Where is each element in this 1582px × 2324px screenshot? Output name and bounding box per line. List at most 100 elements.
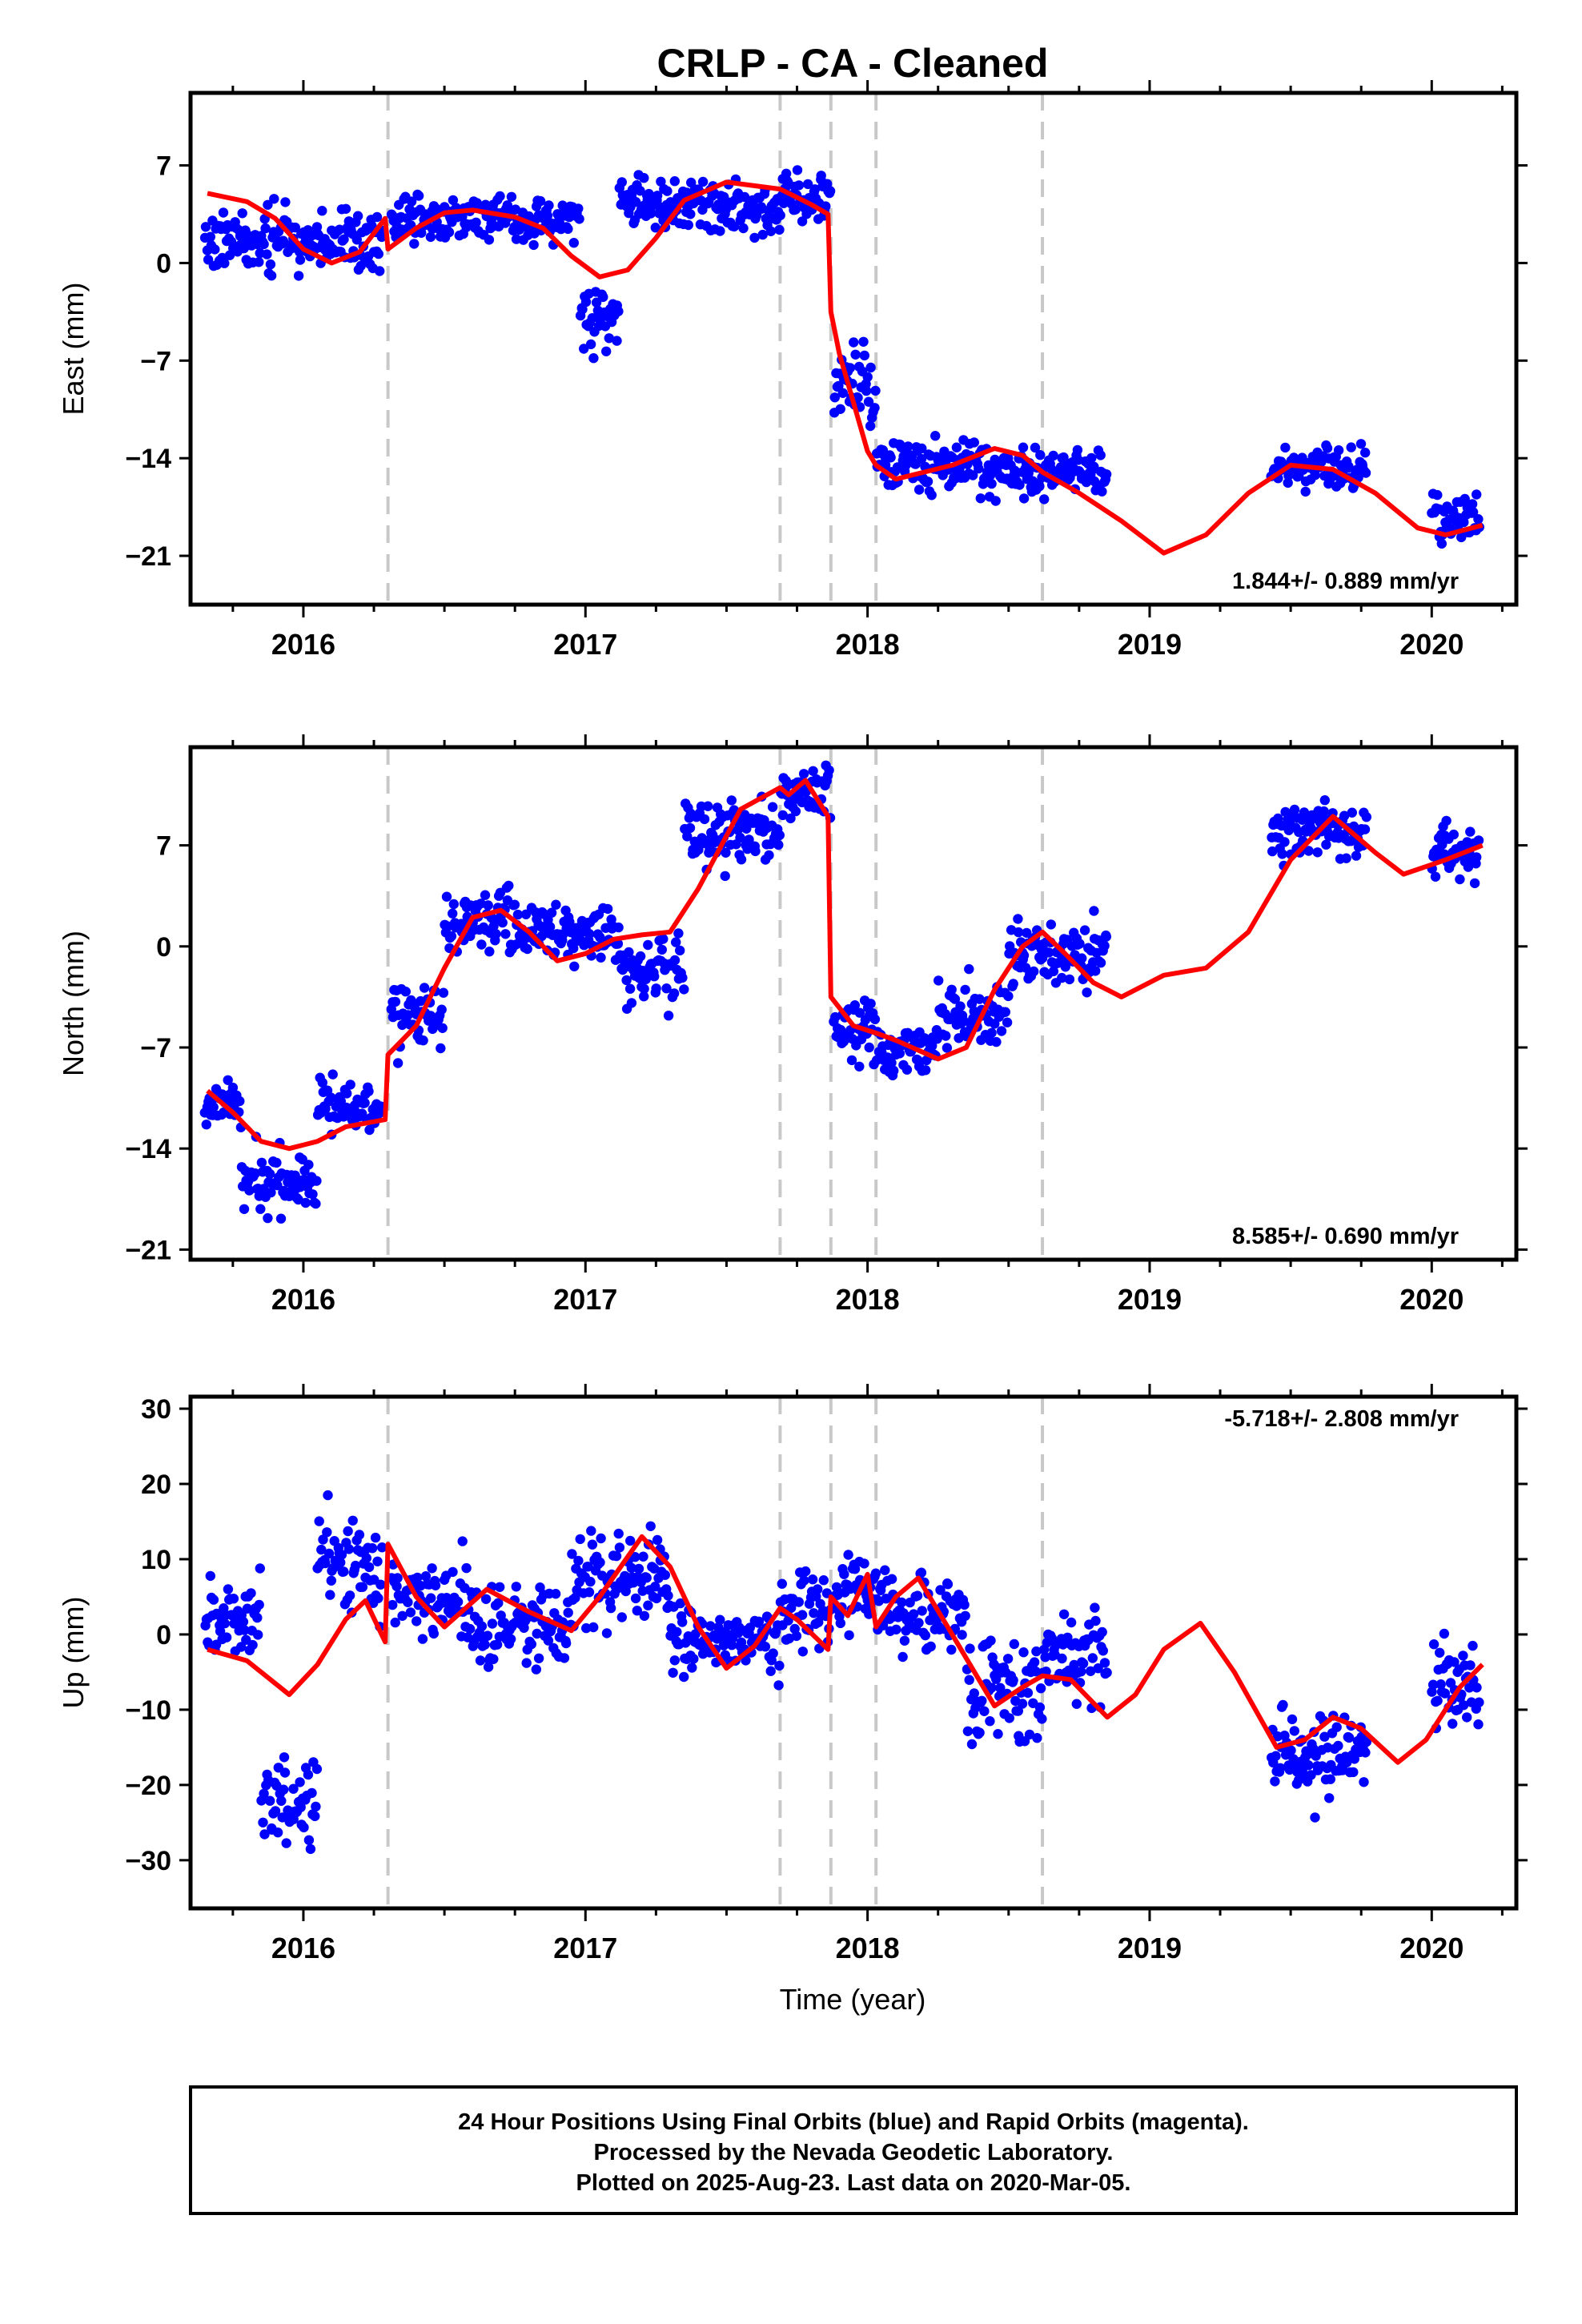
data-point (307, 1189, 318, 1200)
data-point (1448, 829, 1460, 840)
data-point (258, 1817, 268, 1827)
data-point (305, 1844, 316, 1855)
data-point (1351, 850, 1362, 861)
data-point (950, 994, 961, 1004)
velocity-rate-label: 1.844+/- 0.889 mm/yr (1232, 569, 1459, 594)
data-point (446, 931, 457, 942)
data-point (266, 271, 277, 281)
data-point (668, 1667, 678, 1678)
data-point (239, 1204, 250, 1215)
data-point (1099, 940, 1110, 951)
data-point (1102, 1667, 1112, 1678)
data-point (735, 832, 745, 843)
data-point (528, 239, 539, 251)
data-point (1458, 1700, 1469, 1711)
data-point (1432, 489, 1443, 501)
data-point (1086, 1666, 1096, 1676)
data-point (946, 984, 957, 995)
data-point (279, 1752, 290, 1763)
data-point (946, 1644, 957, 1655)
north-panel: −21 −14 −7 0 7 2016 2017 2018 2019 2020 North (mm)… (57, 734, 1528, 1316)
data-point (560, 1638, 572, 1649)
data-point (295, 1777, 305, 1787)
data-point (1439, 1688, 1451, 1699)
data-point (835, 1618, 846, 1629)
data-point (275, 1213, 287, 1224)
data-point (1287, 1714, 1298, 1725)
y-tick-label: 0 (156, 248, 171, 279)
data-point (259, 1829, 270, 1839)
data-point (690, 1629, 701, 1639)
data-point (1089, 906, 1099, 916)
data-point (254, 1599, 264, 1610)
data-point (492, 1639, 503, 1650)
data-point (635, 186, 645, 196)
data-point (1022, 927, 1032, 939)
data-point (1018, 950, 1030, 961)
data-point (461, 1562, 472, 1574)
data-point (687, 1663, 697, 1673)
data-point (570, 1593, 580, 1603)
data-point (652, 1534, 663, 1546)
data-point (303, 1835, 315, 1845)
data-point (613, 922, 624, 933)
data-point (1044, 947, 1054, 958)
data-point (839, 1569, 849, 1579)
data-point (922, 476, 934, 487)
data-point (774, 1660, 785, 1671)
data-point (663, 1590, 673, 1601)
data-point (1034, 481, 1045, 492)
data-point (1077, 953, 1087, 963)
data-point (837, 388, 849, 398)
data-point (1472, 852, 1482, 862)
x-tick-label: 2020 (1399, 1932, 1464, 1964)
footer-frame (189, 2085, 1518, 2215)
data-point (500, 929, 511, 939)
data-point (584, 929, 595, 939)
data-point (959, 1599, 970, 1610)
data-point (853, 392, 863, 403)
data-point (376, 231, 387, 243)
data-point (675, 1598, 686, 1609)
data-point (484, 235, 495, 245)
y-tick-label: 0 (156, 1620, 171, 1651)
y-tick-label: −7 (140, 346, 171, 376)
data-point (721, 847, 731, 858)
model-curve (207, 179, 1484, 556)
data-point (281, 1838, 291, 1848)
data-point (753, 1616, 765, 1627)
data-point (1459, 517, 1469, 528)
data-point (1432, 1695, 1443, 1706)
data-point (977, 1695, 987, 1706)
data-point (790, 204, 801, 215)
data-point (613, 1528, 624, 1539)
y-tick-label: 0 (156, 932, 171, 963)
data-point (901, 1064, 913, 1075)
data-point (509, 899, 520, 910)
data-point (452, 1597, 464, 1607)
data-point (591, 297, 602, 308)
data-point (252, 1612, 263, 1623)
data-point (373, 1593, 383, 1603)
data-point (792, 165, 803, 175)
data-point (1460, 493, 1470, 505)
data-point (400, 987, 411, 997)
data-point (247, 1639, 258, 1651)
data-point (986, 1635, 996, 1646)
data-point (1455, 874, 1465, 885)
data-point (280, 197, 291, 207)
data-point (626, 1562, 636, 1574)
data-point (1341, 853, 1351, 863)
x-tick-label: 2019 (1118, 1283, 1182, 1316)
data-point (574, 214, 584, 224)
data-point (584, 1587, 595, 1598)
data-point (1267, 846, 1278, 857)
data-point (802, 179, 813, 190)
data-point (1035, 450, 1046, 460)
data-point (372, 1556, 383, 1567)
data-point (886, 1574, 897, 1584)
data-point (437, 1023, 448, 1034)
data-point (859, 350, 870, 361)
data-point (930, 431, 941, 441)
y-tick-label: 30 (141, 1394, 171, 1425)
